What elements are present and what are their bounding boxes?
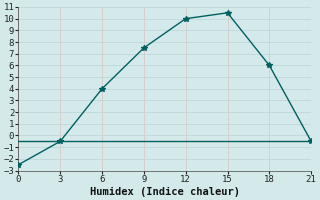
X-axis label: Humidex (Indice chaleur): Humidex (Indice chaleur): [90, 186, 240, 197]
